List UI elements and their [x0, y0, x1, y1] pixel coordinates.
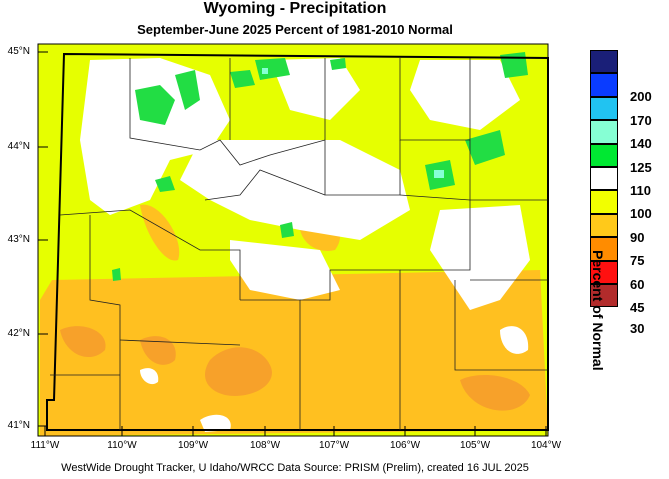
legend-swatch: [590, 213, 618, 238]
legend-label: 110: [630, 183, 651, 198]
legend-swatch: [590, 167, 618, 191]
dark-orange-patch: [205, 347, 272, 396]
lat-label: 41°N: [7, 420, 30, 431]
green-region: [230, 70, 255, 88]
green-region: [280, 222, 294, 238]
white-region-central-basin: [180, 140, 410, 240]
lat-label: 43°N: [7, 234, 30, 245]
legend-label: 90: [630, 229, 645, 245]
legend-label: 200: [630, 89, 652, 105]
legend-swatch: [590, 237, 618, 261]
green-region: [175, 70, 200, 110]
county-lines: [50, 58, 548, 430]
legend-swatch: [590, 73, 618, 97]
green-region: [112, 268, 121, 281]
legend-label: 60: [630, 276, 645, 292]
teal-patch: [434, 170, 444, 178]
credit-line: WestWide Drought Tracker, U Idaho/WRCC D…: [61, 462, 529, 474]
legend-label: 170: [630, 112, 652, 128]
white-patch: [140, 368, 159, 385]
lat-label: 42°N: [7, 328, 30, 339]
orange-patch-wind-river: [140, 204, 180, 261]
orange-region-south: [40, 270, 548, 436]
legend-swatch: [590, 190, 618, 214]
green-region: [330, 58, 346, 70]
lon-label: 109°W: [177, 440, 209, 451]
map-title: Wyoming - Precipitation: [203, 0, 387, 17]
white-region-northeast: [410, 60, 520, 130]
legend-label: 45: [630, 300, 645, 315]
legend-swatch: [590, 120, 618, 144]
lon-label: 104°W: [530, 440, 562, 451]
lon-label: 110°W: [107, 440, 137, 451]
dark-orange-patch: [60, 326, 106, 358]
green-region: [255, 58, 290, 80]
white-patch: [500, 326, 529, 354]
legend-swatch: [590, 260, 618, 284]
legend-swatch: [590, 143, 618, 167]
legend-label: 75: [630, 253, 645, 269]
legend-title: Percent of Normal: [590, 250, 606, 371]
legend-swatch: [590, 284, 618, 308]
lon-label: 105°W: [459, 440, 491, 451]
white-patch: [200, 414, 231, 432]
green-region: [465, 130, 505, 165]
lat-label: 45°N: [7, 46, 30, 57]
dark-orange-patch: [460, 375, 530, 411]
dark-orange-patch: [140, 336, 176, 365]
lat-label: 44°N: [7, 141, 30, 152]
axis-ticks: [38, 51, 547, 436]
legend-swatch: [590, 96, 618, 121]
legend-label: 30: [630, 321, 645, 337]
green-region: [155, 176, 175, 192]
map-subtitle: September-June 2025 Percent of 1981-2010…: [137, 22, 453, 37]
lon-label: 107°W: [318, 440, 350, 451]
teal-patch: [262, 68, 268, 74]
white-region-south-central: [230, 240, 340, 300]
green-region: [500, 52, 528, 78]
legend-label: 140: [630, 136, 652, 152]
green-region: [135, 85, 175, 125]
legend-label: 100: [630, 206, 652, 222]
legend-swatch: [590, 50, 618, 74]
lon-label: 108°W: [249, 440, 281, 451]
lon-label: 111°W: [30, 440, 60, 451]
lon-label: 106°W: [389, 440, 421, 451]
legend-label: 125: [630, 159, 652, 175]
white-region-north: [270, 58, 360, 120]
